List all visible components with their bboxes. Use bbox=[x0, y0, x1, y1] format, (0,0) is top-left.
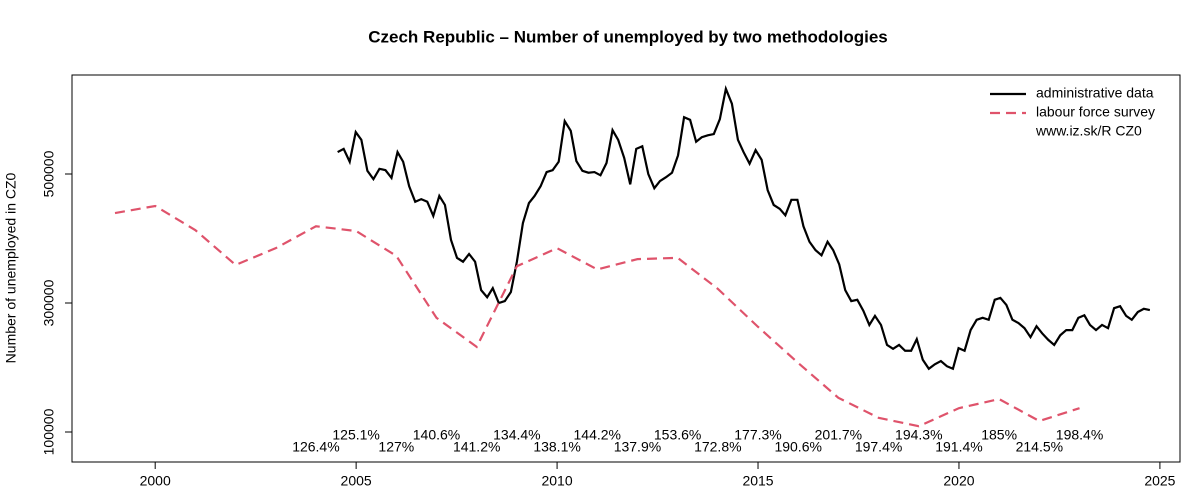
x-tick-label: 2005 bbox=[341, 473, 372, 489]
ratio-label: 138.1% bbox=[533, 439, 580, 455]
ratio-label: 140.6% bbox=[413, 427, 460, 443]
x-tick-label: 2020 bbox=[943, 473, 974, 489]
ratio-label: 144.2% bbox=[574, 427, 621, 443]
y-axis-label: Number of unemployed in CZ0 bbox=[3, 172, 19, 363]
legend-note: www.iz.sk/R CZ0 bbox=[1035, 123, 1142, 139]
ratio-label: 191.4% bbox=[935, 439, 982, 455]
chart-title: Czech Republic – Number of unemployed by… bbox=[368, 27, 888, 46]
data-line bbox=[114, 204, 1080, 428]
ratio-label: 190.6% bbox=[774, 439, 821, 455]
ratio-label: 198.4% bbox=[1056, 427, 1103, 443]
ratio-label: 197.4% bbox=[855, 439, 902, 455]
ratio-label: 127% bbox=[378, 439, 414, 455]
ratio-label: 125.1% bbox=[332, 427, 379, 443]
ratio-label: 134.4% bbox=[493, 427, 540, 443]
ratio-label: 201.7% bbox=[815, 427, 862, 443]
x-tick-label: 2010 bbox=[541, 473, 572, 489]
y-tick-label: 100000 bbox=[41, 408, 57, 455]
ratio-label: 185% bbox=[981, 427, 1017, 443]
ratio-label: 126.4% bbox=[292, 439, 339, 455]
ratio-label: 172.8% bbox=[694, 439, 741, 455]
ratio-label: 141.2% bbox=[453, 439, 500, 455]
y-tick-label: 500000 bbox=[41, 150, 57, 197]
ratio-label: 153.6% bbox=[654, 427, 701, 443]
legend-label: labour force survey bbox=[1036, 104, 1155, 120]
ratio-label: 214.5% bbox=[1016, 439, 1063, 455]
x-tick-label: 2025 bbox=[1144, 473, 1175, 489]
x-tick-label: 2015 bbox=[742, 473, 773, 489]
y-tick-label: 300000 bbox=[41, 279, 57, 326]
legend-label: administrative data bbox=[1036, 85, 1154, 101]
ratio-label: 177.3% bbox=[734, 427, 781, 443]
plot-frame bbox=[71, 74, 1181, 463]
data-line bbox=[337, 85, 1151, 371]
x-tick-label: 2000 bbox=[140, 473, 171, 489]
ratio-label: 137.9% bbox=[614, 439, 661, 455]
ratio-label: 194.3% bbox=[895, 427, 942, 443]
